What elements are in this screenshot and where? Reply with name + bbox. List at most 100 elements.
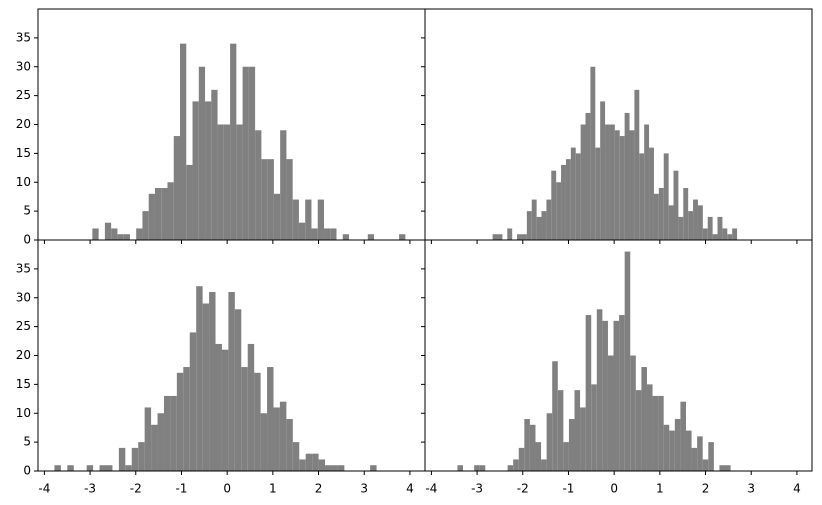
bar [688,211,694,240]
bar [619,315,625,471]
bar [727,234,733,240]
bar [708,442,714,471]
x-tick-label: 2 [702,482,710,496]
bar [209,291,216,471]
bar [211,89,218,240]
bar [574,390,581,471]
bar [273,193,281,240]
y-tick-label: 15 [16,146,31,160]
y-tick-label: 35 [16,261,31,275]
bar [142,211,149,240]
bar [717,216,723,240]
bar [591,384,597,471]
bar [646,384,653,471]
bar [609,124,615,240]
bar [575,153,581,240]
bar [367,234,375,240]
bar [99,465,106,471]
bar [273,407,280,471]
bar [325,465,332,471]
bar [590,66,596,240]
bar [217,124,224,240]
bar [223,124,231,240]
bar [202,303,210,471]
bar [54,465,61,471]
bar [260,413,268,471]
bar [286,419,293,471]
bar [111,228,118,240]
bar [205,101,212,241]
bar [629,130,635,240]
bar [668,205,674,240]
bar [312,453,319,471]
bar [154,188,162,240]
bar [317,199,324,240]
y-tick-label: 30 [16,290,31,304]
bar [585,315,592,471]
bar [192,101,199,241]
bar [331,465,338,471]
y-tick-label: 0 [23,233,31,247]
bar [167,182,174,240]
bar [531,199,537,240]
bar [669,430,675,471]
bar [196,286,203,471]
bar [634,89,640,240]
bar [641,367,647,471]
bar [685,430,692,471]
bar [234,309,242,471]
x-tick-label: 0 [223,482,231,496]
bar [719,465,726,471]
bar [399,234,406,240]
y-tick-label: 25 [16,88,31,102]
y-tick-label: 0 [23,464,31,478]
bar [702,459,709,471]
y-tick-label: 5 [23,435,31,449]
bar [630,355,636,471]
bar [596,309,603,471]
bar [526,211,532,240]
bar [722,228,728,240]
bar [624,251,631,471]
x-tick-label: 3 [360,482,368,496]
bar [186,164,193,240]
x-tick-label: 3 [747,482,755,496]
bar [658,188,664,240]
y-tick-label: 10 [16,175,31,189]
bar [311,228,318,240]
y-tick-label: 5 [23,204,31,218]
bar [568,419,575,471]
bar [565,159,571,240]
bar [305,199,312,240]
x-tick-label: -1 [175,482,187,496]
bar [247,343,255,471]
y-tick-label: 20 [16,348,31,362]
bar [492,234,498,240]
bar [680,401,686,471]
bar [607,355,614,471]
bar [580,124,586,240]
bar [157,413,164,471]
bar [117,234,124,240]
bar [330,228,337,240]
bar [242,66,249,240]
bar [151,424,158,471]
bar [170,395,177,471]
bar [279,401,287,471]
bar [507,228,513,240]
x-tick-label: 1 [656,482,664,496]
bar [673,170,679,240]
x-tick-label: -4 [38,482,50,496]
bar [557,390,564,471]
bar [619,136,625,240]
bar [653,193,659,240]
bar [67,465,74,471]
x-tick-label: -2 [517,482,529,496]
bar [267,367,274,471]
bar [136,228,143,240]
x-tick-label: 1 [269,482,277,496]
bar [86,465,94,471]
bar [299,459,306,471]
bar [254,372,261,471]
bar [479,465,486,471]
